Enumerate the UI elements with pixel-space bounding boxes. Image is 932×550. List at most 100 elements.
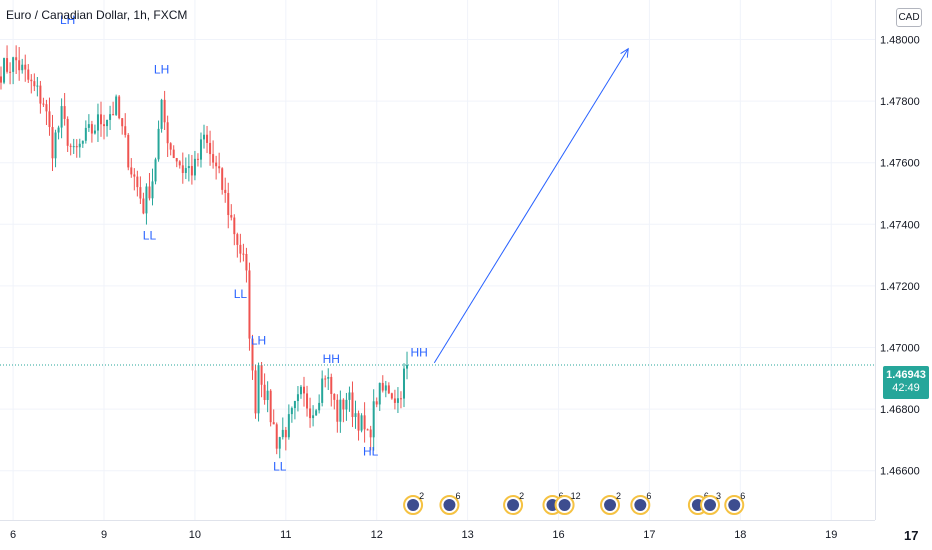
pattern-label: HL	[363, 444, 379, 458]
pattern-label: LH	[60, 13, 75, 27]
candle-body	[163, 99, 166, 123]
y-tick-label: 1.47000	[880, 343, 920, 355]
candle-body	[142, 198, 145, 214]
candle-body	[215, 162, 218, 167]
candle-body	[327, 376, 330, 379]
tradingview-logo[interactable]: 17	[904, 528, 919, 543]
candle-body	[18, 60, 21, 71]
candle-body	[387, 385, 390, 394]
y-tick-label: 1.46800	[880, 404, 920, 416]
economic-event-icon[interactable]: 12	[554, 491, 581, 515]
economic-event-icon[interactable]: 6	[724, 491, 745, 515]
candle-body	[266, 390, 269, 400]
candle-body	[230, 215, 233, 218]
event-count: 3	[716, 491, 721, 501]
candle-body	[51, 127, 54, 159]
candle-body	[81, 140, 84, 144]
economic-event-icon[interactable]: 6	[630, 491, 651, 515]
candle-body	[190, 166, 193, 176]
candle-body	[124, 126, 127, 135]
event-count: 6	[646, 491, 651, 501]
candle-body	[339, 399, 342, 422]
candle-body	[399, 398, 402, 400]
candle-body	[27, 69, 30, 80]
candle-body	[236, 234, 239, 245]
symbol-title: Euro / Canadian Dollar, 1h, FXCM	[6, 8, 188, 22]
candle-body	[269, 390, 272, 423]
candle-body	[45, 104, 48, 112]
candle-body	[96, 114, 99, 131]
candle-body	[109, 114, 112, 120]
currency-button[interactable]: CAD	[896, 8, 922, 27]
pattern-label: LL	[143, 229, 157, 243]
x-tick-label: 17	[643, 529, 655, 541]
candle-body	[393, 398, 396, 403]
candle-body	[390, 393, 393, 399]
economic-event-icon[interactable]: 3	[700, 491, 721, 515]
candle-body	[60, 106, 63, 128]
economic-event-icon[interactable]: 6	[439, 491, 460, 515]
event-count: 2	[519, 491, 524, 501]
candle-body	[136, 176, 139, 188]
candle-body	[224, 189, 227, 193]
candle-body	[118, 96, 121, 119]
candle-body	[160, 99, 163, 129]
candle-body	[254, 370, 257, 414]
eu-flag-icon	[558, 499, 571, 511]
candle-body	[157, 128, 160, 160]
event-markers[interactable]: 26261226636	[403, 491, 745, 515]
x-tick-label: 12	[371, 529, 383, 541]
event-count: 6	[740, 491, 745, 501]
pattern-label: LL	[234, 287, 248, 301]
eu-flag-icon	[443, 499, 456, 511]
candle-body	[299, 386, 302, 395]
candle-body	[396, 398, 399, 403]
axes: 1.48000 1.47800 1.47600 1.47400 1.47200 1.470…	[0, 0, 920, 541]
grid-layer	[0, 0, 875, 520]
candle-body	[239, 244, 242, 254]
candle-body	[139, 187, 142, 199]
candle-body	[227, 192, 230, 216]
candle-body	[63, 106, 66, 119]
y-tick-label: 1.47800	[880, 96, 920, 108]
candle-body	[72, 146, 75, 148]
candle-body	[287, 414, 290, 438]
y-tick-label: 1.46600	[880, 466, 920, 478]
candle-body	[36, 85, 39, 87]
candle-body	[84, 127, 87, 141]
candle-body	[121, 118, 124, 127]
candle-body	[39, 85, 42, 104]
candle-body	[212, 154, 215, 163]
candle-body	[99, 114, 102, 125]
candle-body	[69, 145, 72, 147]
candle-body	[351, 392, 354, 417]
candle-body	[145, 186, 148, 214]
candle-body	[106, 119, 109, 127]
economic-event-icon[interactable]: 2	[503, 491, 524, 515]
event-count: 2	[616, 491, 621, 501]
candle-body	[263, 384, 266, 400]
candle-body	[24, 64, 27, 70]
candle-body	[0, 76, 2, 83]
candle-body	[345, 399, 348, 410]
eu-flag-icon	[704, 499, 717, 511]
economic-event-icon[interactable]: 2	[600, 491, 621, 515]
candle-body	[378, 382, 381, 405]
candle-body	[115, 96, 118, 115]
economic-event-icon[interactable]: 2	[403, 491, 424, 515]
candle-body	[372, 401, 375, 438]
candle-body	[278, 437, 281, 449]
candle-body	[402, 368, 405, 399]
y-tick-label: 1.48000	[880, 35, 920, 47]
candle-body	[169, 143, 172, 150]
candle-body	[284, 429, 287, 438]
candle-body	[309, 408, 312, 419]
candle-body	[166, 122, 169, 144]
candle-body	[6, 58, 9, 72]
candle-body	[333, 393, 336, 400]
event-count: 2	[419, 491, 424, 501]
candle-body	[336, 399, 339, 422]
candle-body	[175, 158, 178, 162]
candle-body	[15, 57, 18, 61]
